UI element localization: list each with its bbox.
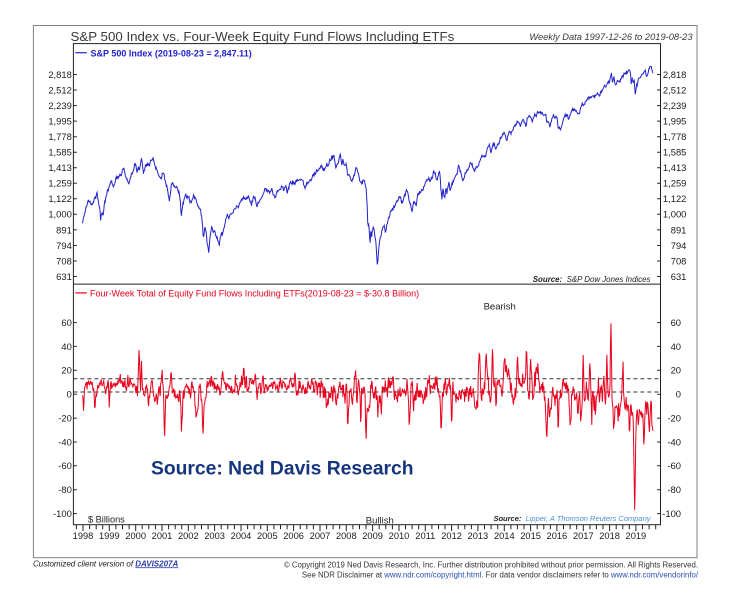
svg-text:2013: 2013 bbox=[468, 531, 489, 541]
svg-text:1999: 1999 bbox=[99, 531, 120, 541]
svg-text:20: 20 bbox=[671, 365, 681, 376]
svg-text:-80: -80 bbox=[58, 484, 72, 495]
svg-text:2011: 2011 bbox=[415, 531, 435, 541]
svg-text:-100: -100 bbox=[53, 508, 72, 519]
svg-text:-20: -20 bbox=[58, 413, 72, 424]
svg-text:708: 708 bbox=[671, 255, 687, 266]
svg-text:1,778: 1,778 bbox=[663, 131, 686, 142]
svg-text:2002: 2002 bbox=[178, 531, 199, 541]
svg-text:S&P 500 Index (2019-08-23 = 2,: S&P 500 Index (2019-08-23 = 2,847.11) bbox=[91, 48, 252, 58]
svg-text:Weekly Data 1997-12-26 to 2019: Weekly Data 1997-12-26 to 2019-08-23 bbox=[529, 32, 693, 42]
svg-text:2007: 2007 bbox=[310, 531, 331, 541]
svg-text:2000: 2000 bbox=[125, 531, 146, 541]
svg-text:708: 708 bbox=[56, 255, 72, 266]
svg-text:2,818: 2,818 bbox=[663, 69, 686, 80]
svg-text:Four-Week Total of Equity Fund: Four-Week Total of Equity Fund Flows Inc… bbox=[90, 289, 419, 299]
svg-text:2016: 2016 bbox=[547, 531, 568, 541]
svg-text:2,512: 2,512 bbox=[48, 84, 71, 95]
svg-text:631: 631 bbox=[671, 271, 687, 282]
svg-text:2003: 2003 bbox=[204, 531, 225, 541]
svg-text:40: 40 bbox=[671, 341, 681, 352]
svg-text:1,413: 1,413 bbox=[48, 162, 71, 173]
svg-text:631: 631 bbox=[56, 271, 72, 282]
svg-text:Source: Ned Davis Research: Source: Ned Davis Research bbox=[151, 459, 414, 480]
svg-text:2014: 2014 bbox=[494, 531, 515, 541]
svg-text:2,239: 2,239 bbox=[663, 100, 686, 111]
svg-text:2,239: 2,239 bbox=[48, 100, 71, 111]
svg-text:1,585: 1,585 bbox=[663, 147, 686, 158]
svg-text:2012: 2012 bbox=[441, 531, 462, 541]
svg-text:1998: 1998 bbox=[73, 531, 94, 541]
svg-text:2019: 2019 bbox=[626, 531, 647, 541]
svg-text:40: 40 bbox=[61, 341, 71, 352]
svg-text:2018: 2018 bbox=[599, 531, 620, 541]
svg-text:2004: 2004 bbox=[231, 531, 252, 541]
svg-text:891: 891 bbox=[56, 224, 72, 235]
svg-text:60: 60 bbox=[61, 317, 71, 328]
svg-text:1,585: 1,585 bbox=[48, 147, 71, 158]
svg-text:-40: -40 bbox=[667, 436, 681, 447]
svg-text:Source: Lipper, A Thomson Reu: Source: Lipper, A Thomson Reuters Compan… bbox=[493, 514, 651, 523]
svg-text:Source: S&P Dow Jones Indices: Source: S&P Dow Jones Indices bbox=[533, 275, 651, 284]
svg-text:-20: -20 bbox=[667, 413, 681, 424]
svg-text:1,778: 1,778 bbox=[48, 131, 71, 142]
svg-text:-40: -40 bbox=[58, 436, 72, 447]
svg-text:794: 794 bbox=[56, 240, 72, 251]
svg-text:-100: -100 bbox=[662, 508, 681, 519]
svg-text:891: 891 bbox=[671, 224, 687, 235]
svg-text:1,995: 1,995 bbox=[663, 116, 686, 127]
svg-text:2,818: 2,818 bbox=[48, 69, 71, 80]
svg-text:0: 0 bbox=[676, 389, 681, 400]
svg-text:2005: 2005 bbox=[257, 531, 278, 541]
svg-text:© Copyright 2019 Ned Davis Res: © Copyright 2019 Ned Davis Research, Inc… bbox=[284, 561, 698, 570]
svg-text:Bearish: Bearish bbox=[484, 301, 516, 312]
svg-text:-80: -80 bbox=[667, 484, 681, 495]
svg-text:Customized client version of D: Customized client version of DAVIS207A bbox=[33, 559, 178, 568]
svg-text:1,413: 1,413 bbox=[663, 162, 686, 173]
svg-text:1,000: 1,000 bbox=[48, 209, 71, 220]
svg-text:-60: -60 bbox=[667, 460, 681, 471]
svg-text:2008: 2008 bbox=[336, 531, 357, 541]
svg-text:-60: -60 bbox=[58, 460, 72, 471]
svg-text:1,995: 1,995 bbox=[48, 116, 71, 127]
svg-text:S&P 500 Index vs. Four-Week Eq: S&P 500 Index vs. Four-Week Equity Fund … bbox=[71, 29, 455, 44]
svg-text:2010: 2010 bbox=[389, 531, 410, 541]
svg-text:794: 794 bbox=[671, 240, 687, 251]
svg-text:1,000: 1,000 bbox=[663, 209, 686, 220]
svg-text:2,512: 2,512 bbox=[663, 84, 686, 95]
svg-text:$ Billions: $ Billions bbox=[88, 514, 125, 524]
svg-text:60: 60 bbox=[671, 317, 681, 328]
svg-text:Bullish: Bullish bbox=[366, 515, 394, 526]
svg-text:20: 20 bbox=[61, 365, 71, 376]
svg-text:1,259: 1,259 bbox=[663, 178, 686, 189]
svg-text:2006: 2006 bbox=[283, 531, 304, 541]
svg-text:1,259: 1,259 bbox=[48, 178, 71, 189]
svg-text:See NDR Disclaimer at www.ndr.: See NDR Disclaimer at www.ndr.com/copyri… bbox=[302, 571, 699, 580]
svg-text:0: 0 bbox=[67, 389, 72, 400]
svg-text:2009: 2009 bbox=[362, 531, 383, 541]
svg-text:2001: 2001 bbox=[152, 531, 173, 541]
svg-text:1,122: 1,122 bbox=[663, 193, 686, 204]
svg-text:1,122: 1,122 bbox=[48, 193, 71, 204]
svg-text:2017: 2017 bbox=[573, 531, 594, 541]
svg-text:2015: 2015 bbox=[520, 531, 541, 541]
